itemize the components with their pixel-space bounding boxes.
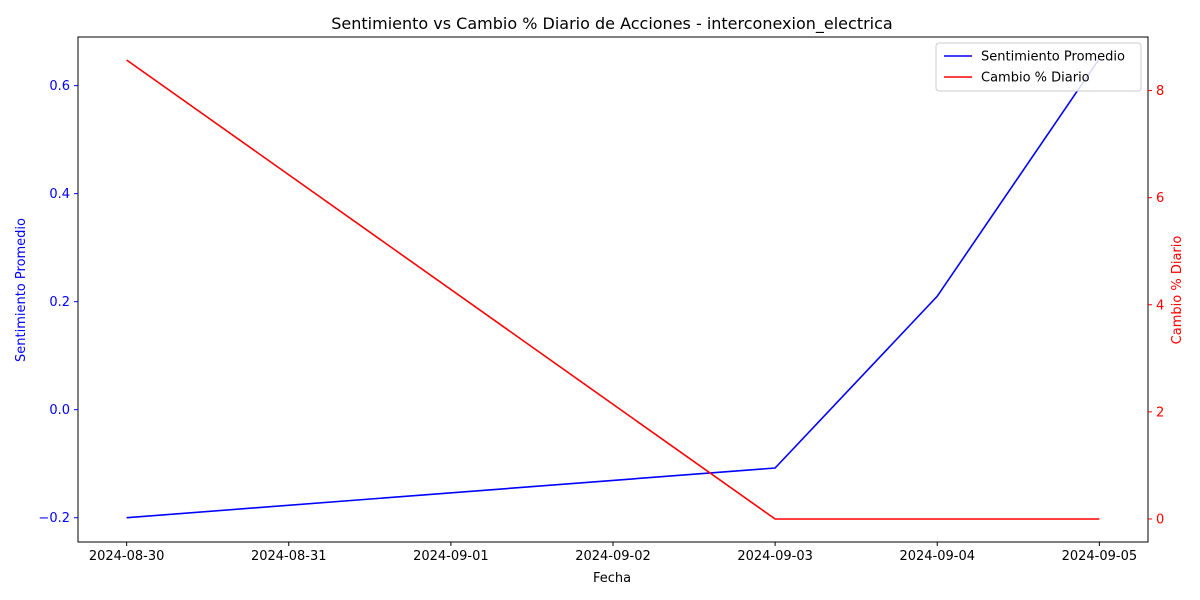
x-tick-label: 2024-08-31 [251,549,327,564]
series-line-2 [126,59,1100,520]
y-right-tick-label: 2 [1156,405,1164,420]
plot-area [77,36,1149,543]
x-tick-label: 2024-09-03 [737,549,813,564]
x-axis: 2024-08-30 2024-08-31 2024-09-01 2024-09-02… [89,542,1137,564]
x-tick-label: 2024-09-05 [1062,549,1138,564]
legend-box [935,42,1142,92]
legend: Sentimiento Promedio Cambio % Diario [935,42,1142,92]
chart-title: Sentimiento vs Cambio % Diario de Accion… [331,14,892,34]
y-left-tick-label: 0.6 [49,79,70,94]
y-axis-right-label: Cambio % Diario [1170,236,1185,345]
legend-label-2: Cambio % Diario [981,71,1090,86]
y-right-tick-label: 0 [1156,512,1164,527]
y-left-tick-label: 0.0 [49,403,70,418]
y-right-tick-label: 4 [1156,298,1164,313]
plot-frame [77,36,1149,543]
x-tick-label: 2024-08-30 [89,549,165,564]
series-line-1 [126,58,1101,519]
x-tick-label: 2024-09-01 [413,549,489,564]
y-axis-left: −0.2 0.0 0.2 0.4 0.6 [38,79,78,526]
y-right-tick-label: 8 [1156,84,1164,99]
y-left-tick-label: 0.2 [49,295,70,310]
x-tick-label: 2024-09-04 [899,549,975,564]
y-left-tick-label: 0.4 [49,187,70,202]
legend-label-1: Sentimiento Promedio [981,50,1125,65]
y-axis-left-label: Sentimiento Promedio [14,218,29,362]
y-left-tick-label: −0.2 [38,511,70,526]
x-tick-label: 2024-09-02 [575,549,651,564]
y-axis-right: 0 2 4 6 8 [1148,84,1164,527]
y-right-tick-label: 6 [1156,191,1164,206]
x-axis-label: Fecha [593,571,631,586]
